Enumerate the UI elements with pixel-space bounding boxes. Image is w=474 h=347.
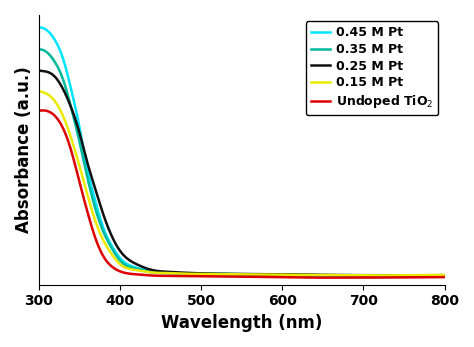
Undoped TiO$_2$ [430, 275, 436, 279]
Line: 0.15 M Pt: 0.15 M Pt [38, 91, 445, 276]
0.15 M Pt [430, 273, 436, 277]
0.45 M Pt [37, 25, 43, 29]
0.25 M Pt [56, 81, 62, 85]
Line: 0.25 M Pt: 0.25 M Pt [38, 70, 445, 275]
0.25 M Pt [356, 273, 361, 277]
0.45 M Pt [356, 275, 361, 279]
0.15 M Pt [442, 273, 447, 277]
0.35 M Pt [36, 48, 41, 52]
0.15 M Pt [356, 273, 361, 278]
0.25 M Pt [407, 273, 413, 277]
0.45 M Pt [36, 26, 41, 30]
Legend: 0.45 M Pt, 0.35 M Pt, 0.25 M Pt, 0.15 M Pt, Undoped TiO$_2$: 0.45 M Pt, 0.35 M Pt, 0.25 M Pt, 0.15 M … [306, 21, 438, 115]
0.25 M Pt [430, 273, 436, 277]
Line: 0.35 M Pt: 0.35 M Pt [38, 50, 445, 276]
0.25 M Pt [442, 273, 447, 277]
0.15 M Pt [36, 89, 41, 93]
Undoped TiO$_2$ [56, 120, 62, 124]
Undoped TiO$_2$ [442, 275, 447, 279]
Undoped TiO$_2$ [36, 109, 41, 113]
0.45 M Pt [430, 274, 436, 279]
Undoped TiO$_2$ [430, 275, 436, 279]
0.45 M Pt [56, 47, 62, 51]
0.35 M Pt [430, 274, 436, 278]
Y-axis label: Absorbance (a.u.): Absorbance (a.u.) [15, 67, 33, 233]
0.45 M Pt [430, 274, 436, 279]
0.45 M Pt [442, 274, 447, 279]
Undoped TiO$_2$ [233, 274, 239, 279]
Undoped TiO$_2$ [222, 274, 228, 279]
0.25 M Pt [36, 68, 41, 73]
X-axis label: Wavelength (nm): Wavelength (nm) [161, 314, 322, 332]
0.15 M Pt [233, 272, 239, 276]
0.35 M Pt [356, 274, 361, 278]
0.25 M Pt [233, 272, 239, 276]
0.35 M Pt [233, 272, 239, 276]
0.25 M Pt [222, 272, 228, 276]
Undoped TiO$_2$ [356, 276, 362, 280]
0.35 M Pt [56, 68, 62, 73]
0.15 M Pt [56, 106, 62, 110]
0.35 M Pt [430, 274, 436, 278]
Line: Undoped TiO$_2$: Undoped TiO$_2$ [38, 110, 445, 278]
0.45 M Pt [380, 275, 386, 279]
0.45 M Pt [233, 272, 239, 276]
0.35 M Pt [411, 274, 417, 278]
0.15 M Pt [430, 273, 436, 277]
Line: 0.45 M Pt: 0.45 M Pt [38, 27, 445, 277]
0.45 M Pt [222, 272, 228, 276]
0.35 M Pt [442, 274, 447, 278]
0.35 M Pt [37, 48, 43, 52]
0.15 M Pt [370, 273, 375, 278]
0.35 M Pt [222, 272, 228, 276]
0.25 M Pt [430, 273, 436, 277]
Undoped TiO$_2$ [318, 276, 324, 280]
Undoped TiO$_2$ [40, 108, 46, 112]
0.15 M Pt [222, 272, 228, 276]
